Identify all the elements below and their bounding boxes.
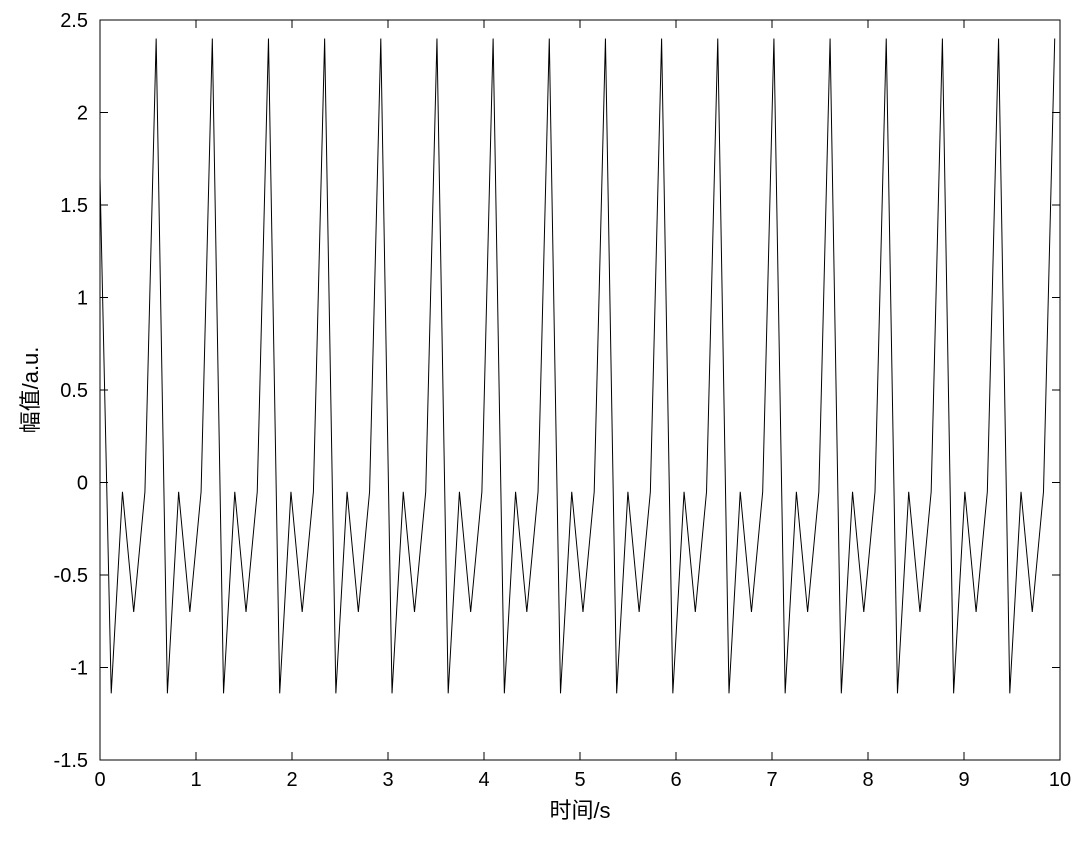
x-tick-label: 2 [286,769,297,791]
y-tick-label: 1 [77,288,88,310]
y-axis-label: 幅值/a.u. [18,347,43,434]
y-tick-label: 0.5 [60,380,88,402]
y-tick-label: 0 [77,473,88,495]
x-tick-label: 0 [94,769,105,791]
x-tick-label: 9 [958,769,969,791]
y-tick-label: 2.5 [60,10,88,32]
x-tick-label: 8 [862,769,873,791]
y-tick-label: 2 [77,103,88,125]
chart-container: 0 1 2 3 4 5 6 7 8 9 10 -1.5 -1 -0.5 0 0.5 1 1.5 2 2.5 时间/s 幅值… [0,0,1086,847]
y-tick-label: -1 [70,658,88,680]
x-tick-label: 4 [478,769,489,791]
x-tick-label: 1 [190,769,201,791]
y-tick-label: -0.5 [54,565,88,587]
y-tick-label: -1.5 [54,750,88,772]
x-tick-label: 3 [382,769,393,791]
x-tick-label: 10 [1049,769,1071,791]
line-chart: 0 1 2 3 4 5 6 7 8 9 10 -1.5 -1 -0.5 0 0.5 1 1.5 2 2.5 时间/s 幅值… [0,0,1086,847]
x-tick-label: 6 [670,769,681,791]
x-tick-label: 7 [766,769,777,791]
x-axis-label: 时间/s [549,798,610,823]
x-tick-label: 5 [574,769,585,791]
y-tick-label: 1.5 [60,195,88,217]
